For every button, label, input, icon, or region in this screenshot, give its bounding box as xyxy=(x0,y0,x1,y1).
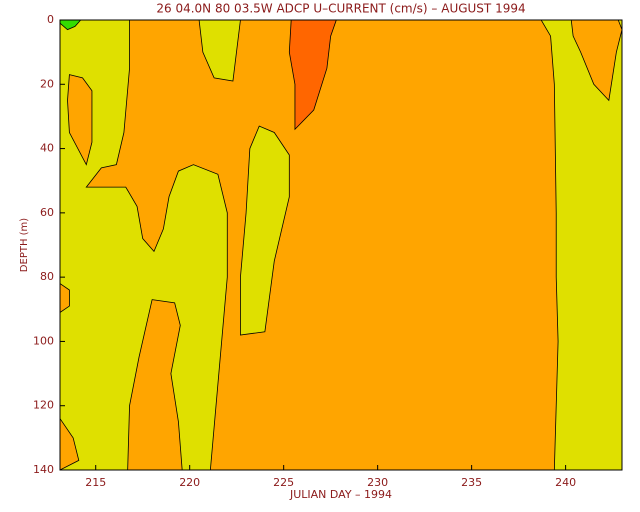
contour-region xyxy=(127,299,183,471)
y-tick-label: 40 xyxy=(40,142,54,155)
y-axis-label: DEPTH (m) xyxy=(19,218,30,272)
x-tick-label: 215 xyxy=(85,476,106,489)
contour-region xyxy=(570,19,623,102)
y-tick-label: 100 xyxy=(33,334,54,347)
x-tick-label: 240 xyxy=(555,476,576,489)
y-tick-label: 60 xyxy=(40,206,54,219)
chart-title: 26 04.0N 80 03.5W ADCP U–CURRENT (cm/s) … xyxy=(156,2,525,16)
y-tick-label: 80 xyxy=(40,270,54,283)
x-axis-label: JULIAN DAY – 1994 xyxy=(289,488,392,501)
y-tick-label: 140 xyxy=(33,463,54,476)
x-tick-label: 225 xyxy=(273,476,294,489)
y-tick-label: 0 xyxy=(47,13,54,26)
y-tick-label: 120 xyxy=(33,399,54,412)
contour-region xyxy=(67,74,93,166)
x-tick-label: 230 xyxy=(367,476,388,489)
y-tick-label: 20 xyxy=(40,77,54,90)
plot-frame xyxy=(59,19,623,471)
contour-region xyxy=(240,125,290,336)
x-tick-label: 220 xyxy=(179,476,200,489)
x-tick-label: 235 xyxy=(461,476,482,489)
contour-region xyxy=(288,19,337,131)
